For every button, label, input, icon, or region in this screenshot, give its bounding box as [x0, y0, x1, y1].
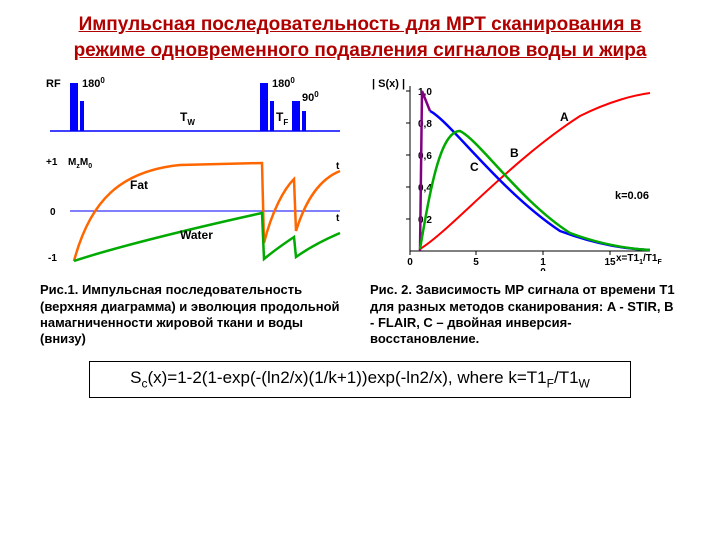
left-chart: RF 1800 1800 900 TW TF +1 0 -1 MzM0 Fat …: [40, 71, 350, 276]
curve-a: [420, 93, 650, 249]
tw-label: TW: [180, 110, 195, 127]
ylabel: | S(x) |: [372, 78, 405, 90]
ytick-plus1: +1: [46, 157, 58, 168]
pulse3-lbl: 900: [302, 90, 319, 104]
tf-label: TF: [276, 110, 288, 127]
caption-left: Рис.1. Импульсная последовательность (ве…: [40, 276, 350, 347]
t-label-2: t: [336, 213, 340, 224]
label-b: B: [510, 146, 519, 160]
page-title: Импульсная последовательность для МРТ ск…: [0, 0, 720, 71]
charts-row: RF 1800 1800 900 TW TF +1 0 -1 MzM0 Fat …: [0, 71, 720, 276]
ytick-minus1: -1: [48, 253, 57, 264]
pulse1-lbl: 1800: [82, 76, 105, 90]
xtick-5: 5: [473, 257, 479, 268]
captions-row: Рис.1. Импульсная последовательность (ве…: [0, 276, 720, 347]
xtick-0: 0: [407, 257, 413, 268]
fat-label: Fat: [130, 178, 148, 192]
caption-right: Рис. 2. Зависимость МР сигнала от времен…: [370, 276, 680, 347]
label-c: C: [470, 160, 479, 174]
mz-label: MzM0: [68, 157, 92, 170]
xtick-10: 10: [540, 257, 546, 271]
right-chart: 1,0 0,8 0,6 0,4 0,2 0 5 10 15: [360, 71, 680, 276]
fat-curve: [74, 163, 340, 261]
label-a: A: [560, 110, 569, 124]
signal-plot-svg: 1,0 0,8 0,6 0,4 0,2 0 5 10 15: [360, 71, 680, 271]
ytick-2: 0,8: [418, 119, 432, 130]
pulse-sequence-svg: RF 1800 1800 900 TW TF +1 0 -1 MzM0 Fat …: [40, 71, 350, 271]
formula-text: Sc(x)=1-2(1-exp(-(ln2/x)(1/k+1))exp(-ln2…: [130, 368, 590, 387]
water-label: Water: [180, 228, 213, 242]
xtick-15: 15: [604, 257, 616, 268]
formula-box: Sc(x)=1-2(1-exp(-(ln2/x)(1/k+1))exp(-ln2…: [89, 361, 631, 397]
ytick-0: 0: [50, 207, 56, 218]
rf-label: RF: [46, 78, 61, 90]
x-axis-label: x=T11/T1F: [616, 253, 662, 266]
pulse2-lbl: 1800: [272, 76, 295, 90]
k-label: k=0.06: [615, 190, 649, 202]
